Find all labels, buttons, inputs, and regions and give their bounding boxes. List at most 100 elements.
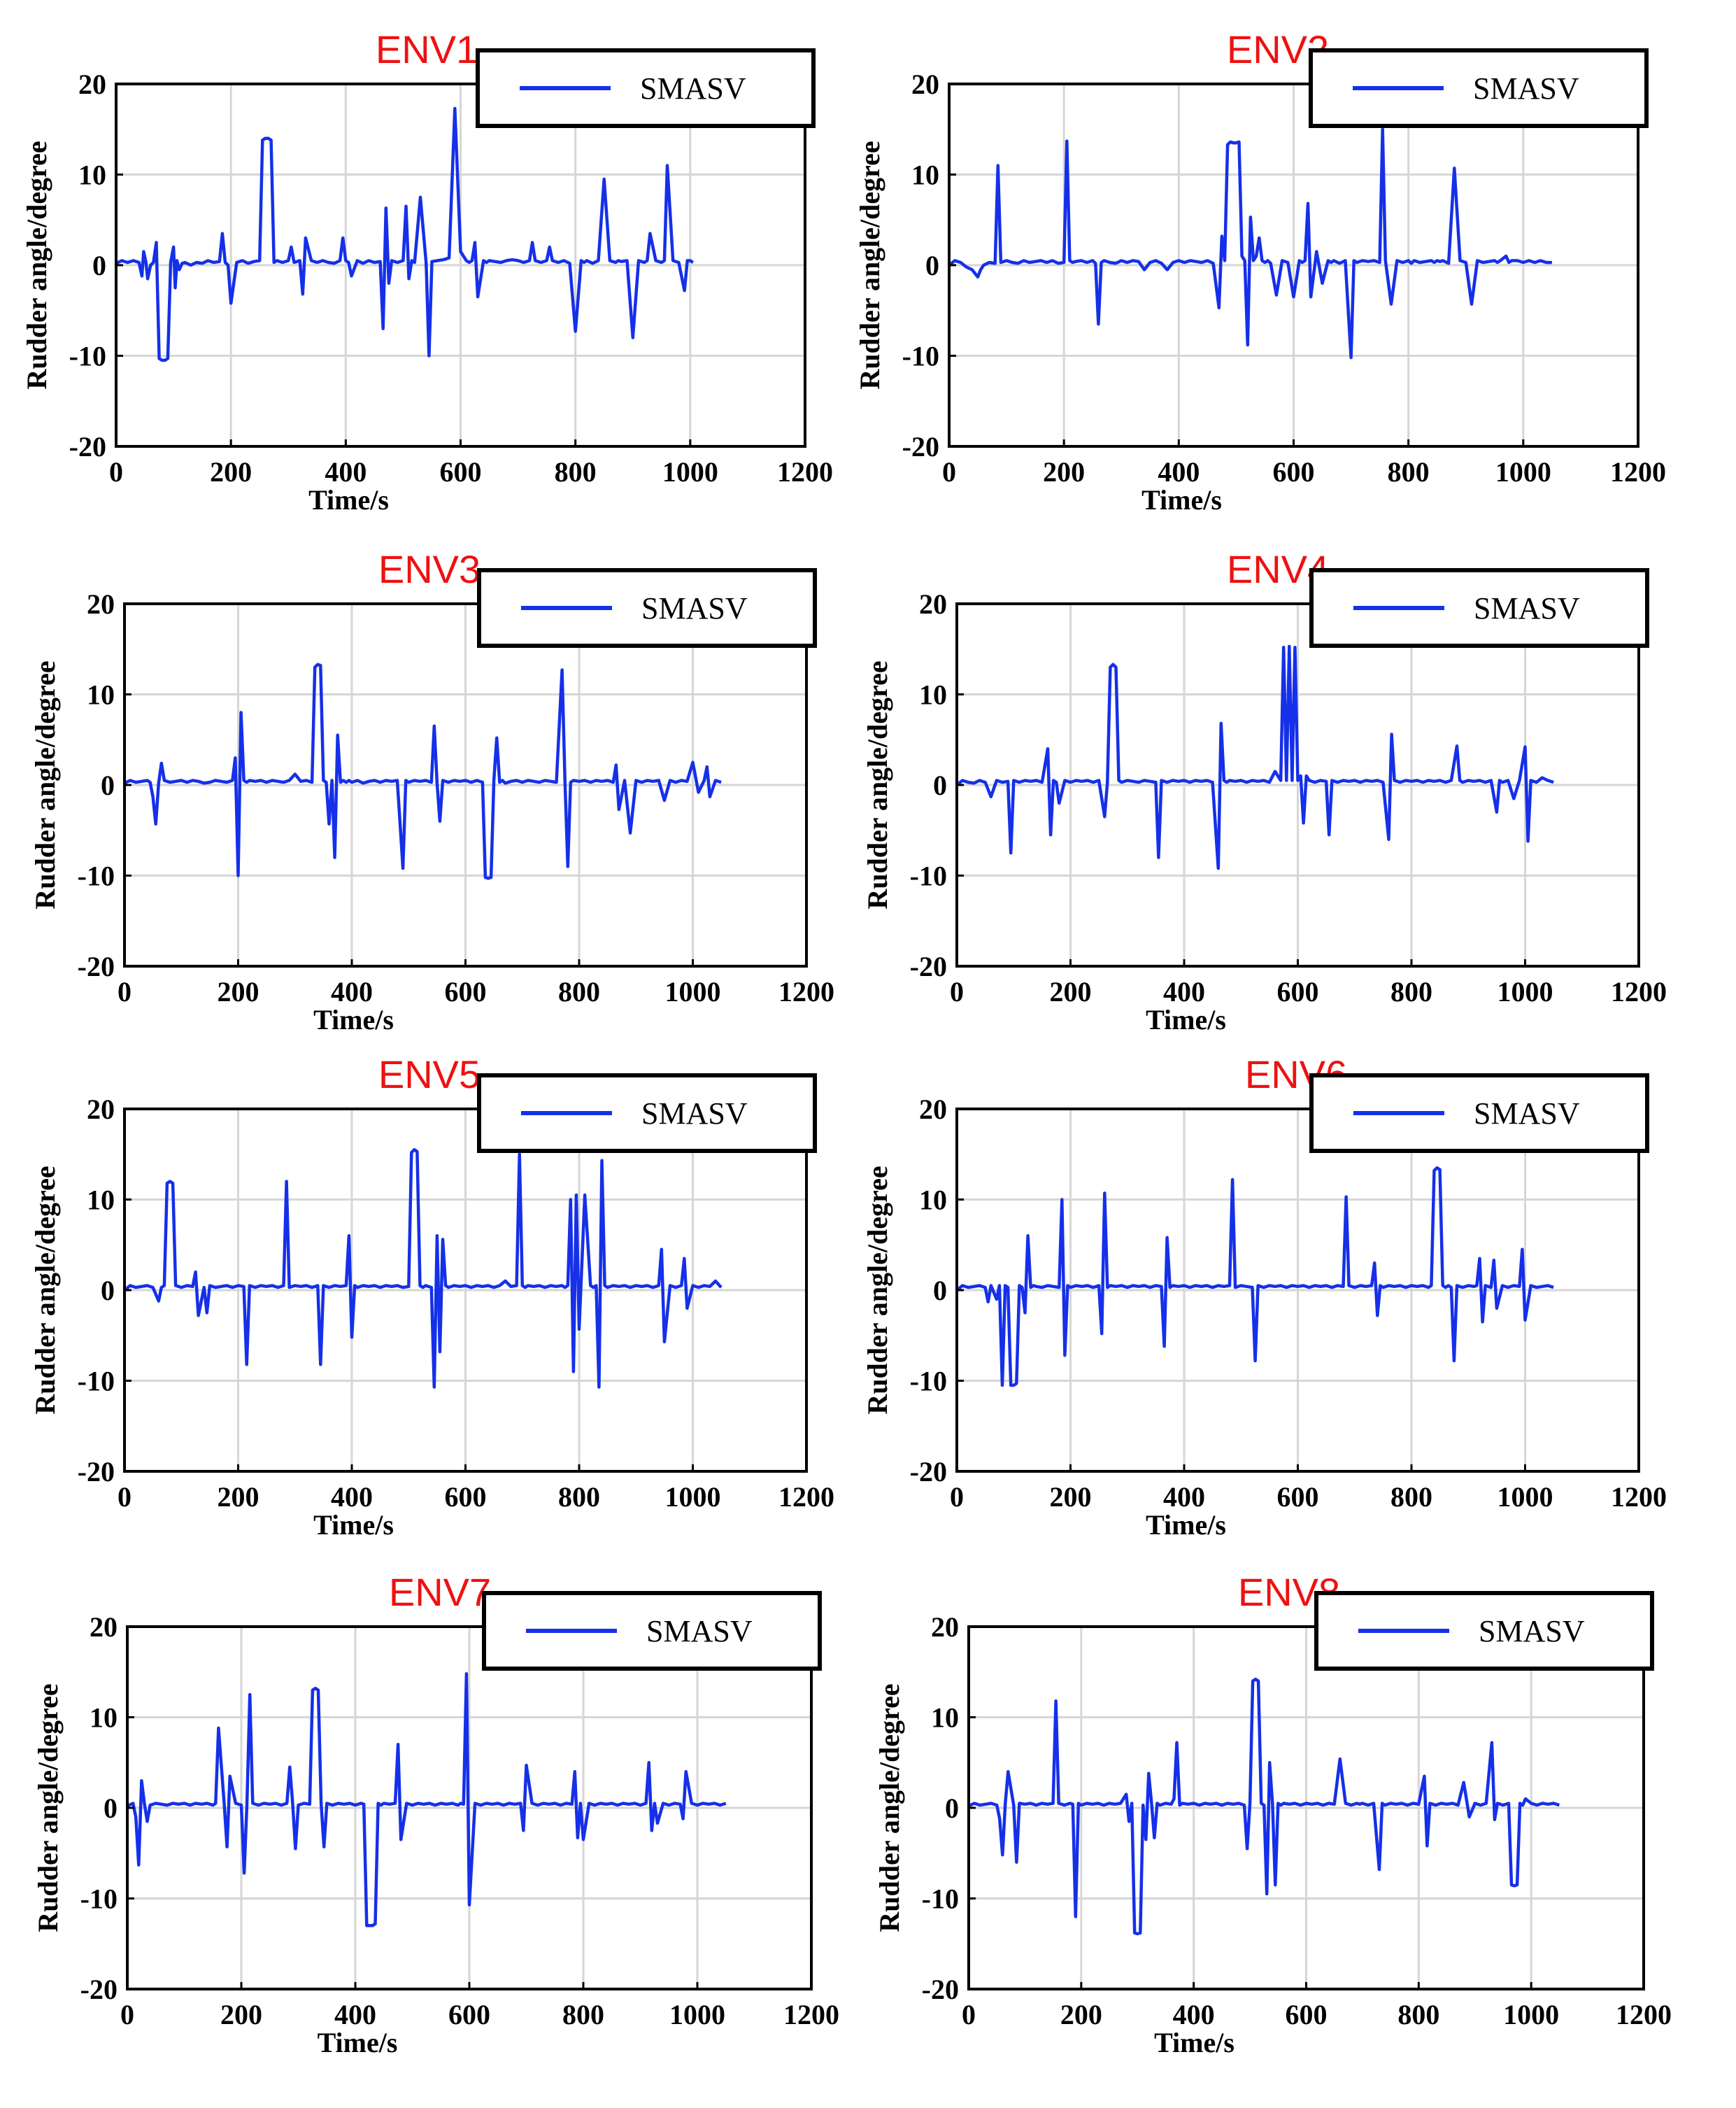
y-tick-label: 0 (933, 1275, 947, 1306)
y-tick-label: -20 (78, 1456, 115, 1487)
x-axis-label: Time/s (313, 1004, 394, 1035)
y-tick-label: -20 (910, 951, 947, 982)
legend-label: SMASV (640, 71, 746, 106)
x-tick-label: 0 (109, 456, 123, 488)
x-tick-label: 1200 (1611, 1481, 1667, 1513)
y-tick-label: 20 (911, 69, 939, 100)
x-tick-label: 1000 (662, 456, 718, 488)
y-tick-label: -20 (902, 431, 939, 462)
series-line (955, 1166, 1554, 1387)
y-axis-label: Rudder angle/degree (854, 141, 885, 389)
y-axis-label: Rudder angle/degree (29, 660, 61, 909)
x-tick-label: 1000 (1497, 976, 1553, 1007)
x-tick-label: 400 (1173, 1999, 1215, 2030)
y-tick-label: 10 (90, 1702, 118, 1734)
y-tick-label: 0 (101, 1275, 115, 1306)
y-tick-label: 20 (919, 1094, 947, 1125)
y-tick-label: -10 (902, 341, 939, 372)
y-tick-label: -10 (78, 861, 115, 892)
y-tick-label: 20 (87, 1094, 115, 1125)
x-tick-label: 200 (1050, 976, 1092, 1007)
x-tick-label: 1000 (1497, 1481, 1553, 1513)
y-tick-label: 10 (919, 1184, 947, 1216)
x-tick-label: 1000 (669, 1999, 725, 2030)
y-tick-label: -10 (922, 1883, 959, 1915)
panel-title: ENV1 (376, 27, 478, 71)
y-tick-label: 0 (933, 770, 947, 801)
x-tick-label: 600 (448, 1999, 490, 2030)
x-tick-label: 800 (562, 1999, 604, 2030)
panel-title: ENV7 (389, 1570, 491, 1614)
y-tick-label: 10 (919, 679, 947, 711)
y-tick-label: 10 (87, 679, 115, 711)
x-tick-label: 800 (1390, 1481, 1432, 1513)
y-tick-label: 0 (945, 1792, 959, 1824)
legend-box (1314, 1591, 1654, 1671)
x-tick-label: 1000 (1503, 1999, 1559, 2030)
x-tick-label: 1200 (778, 976, 834, 1007)
chart-panel-7: 0 200 400 600 800 1000 1200 -20 -10 0 10 20 Time/s Ru… (32, 1570, 839, 2058)
x-tick-label: 400 (331, 1481, 373, 1513)
x-tick-label: 800 (1397, 1999, 1439, 2030)
chart-panel-1: 0 200 400 600 800 1000 1200 -20 -10 0 10 20 Time/s Ru… (21, 27, 833, 516)
legend-label: SMASV (641, 1096, 748, 1131)
series-line (968, 1677, 1560, 1936)
x-tick-label: 200 (1050, 1481, 1092, 1513)
x-tick-label: 1200 (777, 456, 833, 488)
x-tick-label: 800 (558, 1481, 600, 1513)
series-line (115, 106, 695, 362)
x-axis-label: Time/s (1146, 1509, 1226, 1541)
x-tick-label: 800 (1388, 456, 1430, 488)
x-tick-label: 200 (220, 1999, 262, 2030)
x-axis-label: Time/s (318, 2027, 398, 2058)
x-tick-label: 400 (1163, 976, 1205, 1007)
y-axis-label: Rudder angle/degree (874, 1683, 905, 1932)
chart-panel-2: 0 200 400 600 800 1000 1200 -20 -10 0 10 20 Time/s Ru… (854, 27, 1666, 516)
x-tick-label: 200 (1043, 456, 1085, 488)
x-tick-label: 200 (1060, 1999, 1102, 2030)
y-tick-label: -10 (910, 861, 947, 892)
x-tick-label: 0 (962, 1999, 976, 2030)
x-tick-label: 200 (218, 976, 259, 1007)
y-tick-label: -10 (910, 1366, 947, 1397)
chart-panel-6: 0 200 400 600 800 1000 1200 -20 -10 0 10 20 Time/s Ru… (862, 1052, 1667, 1541)
y-axis-label: Rudder angle/degree (21, 141, 52, 389)
chart-panel-4: 0 200 400 600 800 1000 1200 -20 -10 0 10 20 Time/s Ru… (862, 547, 1667, 1035)
x-tick-label: 600 (440, 456, 482, 488)
x-tick-label: 400 (1163, 1481, 1205, 1513)
x-tick-label: 0 (950, 1481, 964, 1513)
panel-title: ENV3 (378, 547, 481, 591)
x-tick-label: 1000 (665, 976, 721, 1007)
y-tick-label: 20 (87, 588, 115, 620)
y-tick-label: 20 (90, 1611, 118, 1643)
x-tick-label: 600 (1286, 1999, 1328, 2030)
series-line (127, 1672, 727, 1927)
y-tick-label: 20 (919, 588, 947, 620)
legend-box (476, 48, 816, 128)
y-tick-label: 10 (911, 160, 939, 191)
chart-panel-8: 0 200 400 600 800 1000 1200 -20 -10 0 10 20 Time/s Ru… (874, 1570, 1672, 2058)
x-tick-label: 400 (1158, 456, 1200, 488)
x-axis-label: Time/s (1146, 1004, 1226, 1035)
chart-panel-3: 0 200 400 600 800 1000 1200 -20 -10 0 10 20 Time/s Ru… (29, 547, 834, 1035)
legend-label: SMASV (1479, 1614, 1585, 1648)
y-tick-label: -20 (69, 431, 106, 462)
y-tick-label: -10 (78, 1366, 115, 1397)
x-tick-label: 800 (1390, 976, 1432, 1007)
chart-panel-5: 0 200 400 600 800 1000 1200 -20 -10 0 10 20 Time/s Ru… (29, 1052, 834, 1541)
y-tick-label: 10 (931, 1702, 959, 1734)
y-tick-label: -10 (69, 341, 106, 372)
y-tick-label: -20 (922, 1974, 959, 2005)
legend-label: SMASV (1473, 71, 1579, 106)
series-line (124, 663, 722, 880)
y-tick-label: -20 (80, 1974, 118, 2005)
x-tick-label: 0 (950, 976, 964, 1007)
x-tick-label: 0 (942, 456, 956, 488)
y-tick-label: -10 (80, 1883, 118, 1915)
x-tick-label: 600 (445, 1481, 487, 1513)
x-tick-label: 400 (334, 1999, 376, 2030)
x-axis-label: Time/s (313, 1509, 394, 1541)
series-line (955, 644, 1554, 870)
x-tick-label: 800 (558, 976, 600, 1007)
